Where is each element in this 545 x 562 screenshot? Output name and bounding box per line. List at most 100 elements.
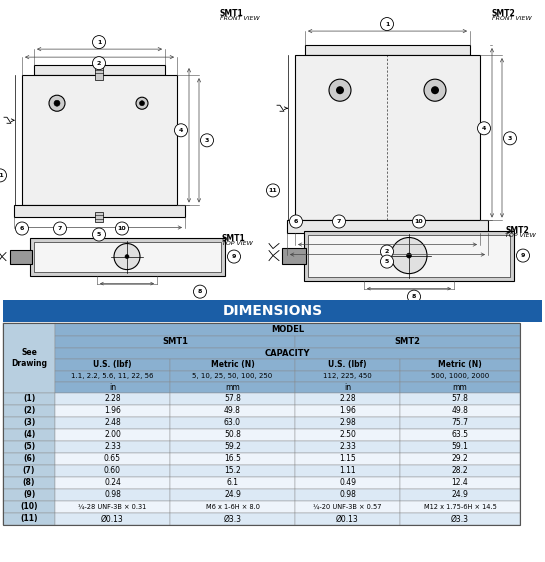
Bar	[170, 477, 295, 489]
Circle shape	[54, 100, 60, 106]
Bar	[295, 382, 400, 393]
Circle shape	[15, 222, 28, 235]
Bar	[400, 477, 520, 489]
Bar	[304, 230, 514, 280]
Text: TOP VIEW: TOP VIEW	[222, 241, 253, 246]
Text: (7): (7)	[23, 466, 35, 475]
Bar	[170, 489, 295, 501]
Text: 49.8: 49.8	[452, 406, 469, 415]
Text: 1: 1	[97, 39, 101, 44]
Circle shape	[332, 215, 346, 228]
Text: 10: 10	[415, 219, 423, 224]
Bar	[34, 242, 221, 271]
Bar	[3, 501, 55, 513]
Text: 2.28: 2.28	[104, 395, 121, 404]
Bar	[3, 405, 55, 417]
Text: 3: 3	[205, 138, 209, 143]
Bar	[400, 489, 520, 501]
Text: 2.33: 2.33	[104, 442, 121, 451]
Bar	[3, 323, 520, 525]
Circle shape	[391, 238, 427, 274]
Bar	[55, 441, 170, 453]
Text: FRONT VIEW: FRONT VIEW	[492, 16, 531, 21]
Bar	[295, 489, 400, 501]
Bar	[34, 65, 165, 75]
Text: See
Drawing: See Drawing	[11, 348, 47, 368]
Bar	[295, 513, 400, 525]
Bar	[55, 323, 520, 336]
Text: U.S. (lbf): U.S. (lbf)	[328, 360, 367, 369]
Bar	[3, 489, 55, 501]
Text: Ø0.13: Ø0.13	[101, 514, 124, 523]
Circle shape	[93, 57, 106, 70]
Text: SMT1: SMT1	[220, 9, 244, 18]
Circle shape	[380, 245, 393, 258]
Bar	[55, 348, 520, 359]
Bar	[170, 513, 295, 525]
Bar	[95, 212, 103, 223]
Bar	[305, 45, 470, 55]
Text: SMT2: SMT2	[395, 338, 421, 347]
Circle shape	[201, 134, 214, 147]
Bar	[400, 441, 520, 453]
Bar	[55, 513, 170, 525]
Circle shape	[267, 184, 280, 197]
Circle shape	[413, 215, 426, 228]
Circle shape	[125, 255, 129, 259]
Text: mm: mm	[453, 383, 468, 392]
Bar	[55, 405, 170, 417]
Bar	[295, 453, 400, 465]
Text: 9: 9	[521, 253, 525, 258]
Text: MODEL: MODEL	[271, 325, 304, 334]
Bar	[3, 513, 55, 525]
Circle shape	[49, 95, 65, 111]
Bar	[3, 393, 55, 405]
Circle shape	[93, 35, 106, 48]
Text: 500, 1000, 2000: 500, 1000, 2000	[431, 374, 489, 379]
Text: 59.1: 59.1	[452, 442, 469, 451]
Bar	[295, 359, 400, 371]
Text: ¼-20 UNF-3B × 0.57: ¼-20 UNF-3B × 0.57	[313, 504, 382, 510]
Bar	[400, 465, 520, 477]
Circle shape	[408, 290, 421, 303]
Bar	[95, 65, 103, 80]
Circle shape	[380, 255, 393, 268]
Bar	[295, 465, 400, 477]
Bar	[400, 417, 520, 429]
Text: 8: 8	[412, 294, 416, 299]
Bar	[170, 417, 295, 429]
Circle shape	[136, 97, 148, 109]
Text: 2.00: 2.00	[104, 430, 121, 439]
Text: 5: 5	[97, 232, 101, 237]
Bar	[3, 477, 55, 489]
Circle shape	[329, 79, 351, 101]
Text: 1.11: 1.11	[339, 466, 356, 475]
Circle shape	[227, 250, 240, 263]
Text: 0.24: 0.24	[104, 478, 121, 487]
Circle shape	[504, 132, 517, 145]
Text: 2.28: 2.28	[339, 395, 356, 404]
Text: 0.98: 0.98	[339, 491, 356, 500]
Text: 57.8: 57.8	[452, 395, 469, 404]
Bar	[295, 371, 400, 382]
Bar	[170, 393, 295, 405]
Text: 2.33: 2.33	[339, 442, 356, 451]
Bar	[400, 382, 520, 393]
Bar	[3, 465, 55, 477]
Circle shape	[116, 222, 129, 235]
Text: 4: 4	[179, 128, 183, 133]
Bar	[170, 465, 295, 477]
Bar	[170, 429, 295, 441]
Text: M12 x 1.75-6H × 14.5: M12 x 1.75-6H × 14.5	[423, 504, 496, 510]
Text: 2: 2	[97, 61, 101, 66]
Bar	[3, 441, 55, 453]
Text: SMT2: SMT2	[505, 225, 529, 234]
Bar	[308, 234, 510, 277]
Bar	[10, 250, 32, 264]
Text: 1.96: 1.96	[339, 406, 356, 415]
Text: 2.48: 2.48	[104, 419, 121, 428]
Bar	[55, 429, 170, 441]
Bar	[170, 441, 295, 453]
Text: (4): (4)	[23, 430, 35, 439]
Bar	[400, 501, 520, 513]
